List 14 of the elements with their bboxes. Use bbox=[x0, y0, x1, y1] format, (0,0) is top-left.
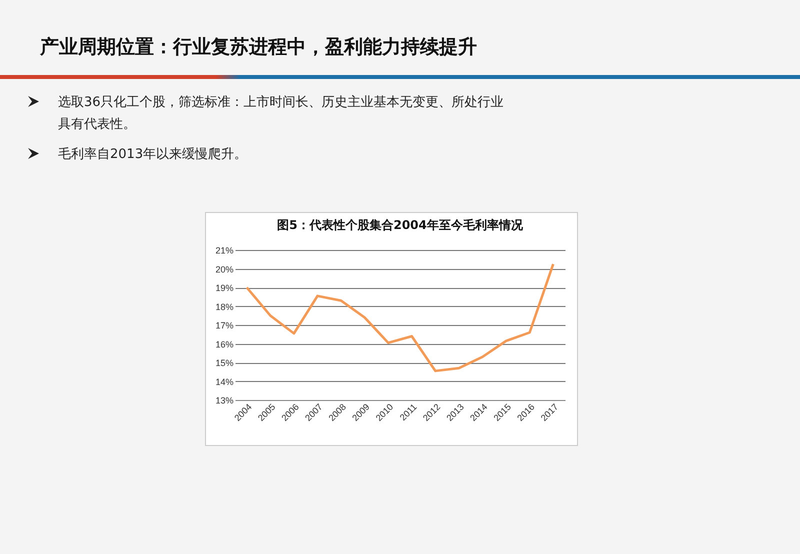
y-tick-label: 17% bbox=[215, 320, 234, 330]
y-tick-label: 13% bbox=[215, 396, 234, 406]
y-tick-label: 18% bbox=[215, 302, 234, 312]
y-tick-label: 14% bbox=[215, 376, 234, 387]
text: 毛利率自2013年以来缓慢爬升。 bbox=[57, 146, 248, 164]
y-tick-label: 19% bbox=[215, 283, 234, 293]
text: 选取36只化工个股，筛选标准：上市时间长、历史主业基本无变更、所处行业具有代表性。 bbox=[57, 94, 505, 134]
y-tick-label: 15% bbox=[215, 358, 234, 368]
text: 产业周期位置：行业复苏进程中，盈利能力持续提升 bbox=[40, 35, 477, 60]
y-tick-label: 20% bbox=[215, 264, 234, 274]
chart-title: 图5：代表性个股集合2004年至今毛利率情况 bbox=[277, 218, 524, 232]
y-tick-label: 21% bbox=[215, 246, 234, 256]
line-series bbox=[246, 262, 554, 372]
y-tick-label: 16% bbox=[215, 339, 234, 350]
